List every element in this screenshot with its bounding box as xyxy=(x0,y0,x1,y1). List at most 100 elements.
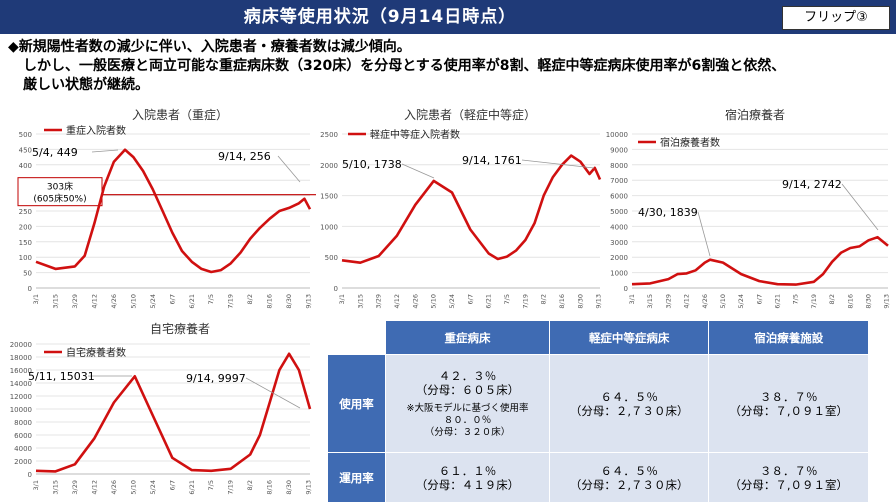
y-tick-label: 8000 xyxy=(610,162,628,170)
annotation-leader xyxy=(401,163,435,179)
y-tick-label: 10000 xyxy=(10,406,32,414)
x-tick-label: 5/24 xyxy=(149,294,157,309)
annotation-leader xyxy=(521,159,595,169)
y-tick-label: 9000 xyxy=(610,146,628,154)
x-tick-label: 3/15 xyxy=(51,480,59,495)
x-tick-label: 3/15 xyxy=(646,294,654,309)
operation-hotel-rate: ３８．７％ xyxy=(759,463,818,478)
x-tick-label: 3/15 xyxy=(356,294,364,309)
x-tick-label: 4/26 xyxy=(701,294,709,309)
y-tick-label: 1000 xyxy=(320,223,338,231)
usage-hotel-denominator: （分母：７,０９１室） xyxy=(729,403,849,418)
usage-hotel-cell: ３８．７％ （分母：７,０９１室） xyxy=(708,354,869,453)
x-tick-label: 5/24 xyxy=(737,294,745,309)
chart-home: 0 2000 4000 6000 8000 10000 12000 14000 16000 180… xyxy=(10,341,313,495)
operation-mild-denominator: （分母：２,７３０床） xyxy=(569,477,689,492)
x-tick-label: 8/2 xyxy=(540,294,548,304)
operation-mild-cell: ６４．５％ （分母：２,７３０床） xyxy=(548,452,710,503)
y-tick-label: 100 xyxy=(19,254,32,262)
x-tick-label: 3/29 xyxy=(71,294,79,309)
x-tick-label: 8/16 xyxy=(266,294,274,309)
reference-label-line2: (605床50%) xyxy=(33,193,86,205)
legend-label: 重症入院者数 xyxy=(66,124,126,137)
x-tick-label: 7/19 xyxy=(810,294,818,309)
x-tick-label: 7/5 xyxy=(207,480,215,490)
series-line xyxy=(35,148,312,274)
annotation-label: 5/11, 15031 xyxy=(28,370,95,383)
x-tick-label: 3/1 xyxy=(628,294,636,304)
x-tick-label: 4/12 xyxy=(90,294,98,309)
usage-severe-denominator: （分母：６０５床） xyxy=(415,382,520,397)
annotation-leader xyxy=(91,149,119,153)
y-tick-label: 1000 xyxy=(610,270,628,278)
series-line xyxy=(341,154,602,264)
x-tick-label: 8/30 xyxy=(576,294,584,309)
legend-label: 宿泊療養者数 xyxy=(660,136,720,149)
flip-label: フリップ③ xyxy=(782,6,890,30)
x-tick-label: 8/2 xyxy=(246,480,254,490)
y-tick-label: 150 xyxy=(19,239,32,247)
x-tick-label: 6/7 xyxy=(168,294,176,304)
x-tick-label: 8/16 xyxy=(266,480,274,495)
x-tick-label: 6/21 xyxy=(774,294,782,309)
y-tick-label: 7000 xyxy=(610,177,628,185)
x-tick-label: 7/5 xyxy=(503,294,511,304)
y-tick-label: 500 xyxy=(325,254,338,262)
x-tick-label: 3/29 xyxy=(71,480,79,495)
usage-mild-denominator: （分母：２,７３０床） xyxy=(569,403,689,418)
x-tick-label: 3/29 xyxy=(664,294,672,309)
x-tick-label: 7/19 xyxy=(227,480,235,495)
x-tick-label: 5/24 xyxy=(149,480,157,495)
intro-line-3: 厳しい状態が継続。 xyxy=(23,77,149,93)
x-tick-label: 5/24 xyxy=(448,294,456,309)
x-tick-label: 9/13 xyxy=(595,294,603,309)
x-tick-label: 6/21 xyxy=(188,294,196,309)
chart-title-severe: 入院患者（重症） xyxy=(131,108,228,122)
series-line xyxy=(631,235,889,286)
annotation-leader xyxy=(697,211,711,257)
operation-hotel-denominator: （分母：７,０９１室） xyxy=(729,477,849,492)
x-tick-label: 6/7 xyxy=(466,294,474,304)
y-tick-label: 18000 xyxy=(10,354,32,362)
y-tick-label: 4000 xyxy=(610,223,628,231)
y-tick-label: 4000 xyxy=(14,445,32,453)
y-tick-label: 6000 xyxy=(610,193,628,201)
annotation-label: 9/14, 256 xyxy=(218,150,271,163)
x-tick-label: 3/29 xyxy=(375,294,383,309)
x-tick-label: 6/7 xyxy=(755,294,763,304)
y-tick-label: 2000 xyxy=(320,162,338,170)
chart-mild: 0 500 1000 1500 2000 2500 3/1 3/15 3/29 4/12 4/26 5… xyxy=(320,128,603,309)
x-tick-label: 5/10 xyxy=(129,294,137,309)
x-tick-label: 5/10 xyxy=(129,480,137,495)
x-tick-label: 3/1 xyxy=(338,294,346,304)
intro-line-2: しかし、一般医療と両立可能な重症病床数（320床）を分母とする使用率が8割、軽症… xyxy=(23,58,786,74)
x-tick-label: 4/26 xyxy=(110,294,118,309)
x-tick-label: 8/2 xyxy=(246,294,254,304)
chart-hotel: 0 1000 2000 3000 4000 5000 6000 7000 8000 9000 100… xyxy=(606,131,891,309)
y-tick-label: 500 xyxy=(19,131,32,139)
y-tick-label: 14000 xyxy=(10,380,32,388)
x-tick-label: 3/15 xyxy=(51,294,59,309)
y-tick-label: 2500 xyxy=(320,131,338,139)
header-bar: 病床等使用状況（9月14日時点） フリップ③ xyxy=(0,0,896,34)
chart-title-hotel: 宿泊療養者 xyxy=(724,108,785,122)
x-tick-label: 3/1 xyxy=(32,294,40,304)
y-tick-label: 250 xyxy=(19,208,32,216)
annotation-label: 9/14, 2742 xyxy=(782,178,842,191)
y-tick-label: 1500 xyxy=(320,193,338,201)
usage-severe-osaka-rate: ８０．０％ xyxy=(443,414,492,426)
summary-table: 重症病床 軽症中等症病床 宿泊療養施設 使用率 ４２．３％ （分母：６０５床） … xyxy=(327,320,869,503)
usage-severe-osaka-denominator: （分母：３２０床） xyxy=(424,426,511,438)
x-tick-label: 4/26 xyxy=(411,294,419,309)
y-tick-label: 10000 xyxy=(606,131,628,139)
y-tick-label: 0 xyxy=(28,471,32,479)
x-tick-label: 5/10 xyxy=(430,294,438,309)
legend-label: 自宅療養者数 xyxy=(66,346,126,359)
x-tick-label: 6/21 xyxy=(485,294,493,309)
y-tick-label: 0 xyxy=(334,285,338,293)
annotation-leader xyxy=(841,183,879,231)
y-tick-label: 2000 xyxy=(610,254,628,262)
x-tick-label: 5/10 xyxy=(719,294,727,309)
operation-mild-rate: ６４．５％ xyxy=(600,463,658,478)
x-tick-label: 9/13 xyxy=(305,480,313,495)
